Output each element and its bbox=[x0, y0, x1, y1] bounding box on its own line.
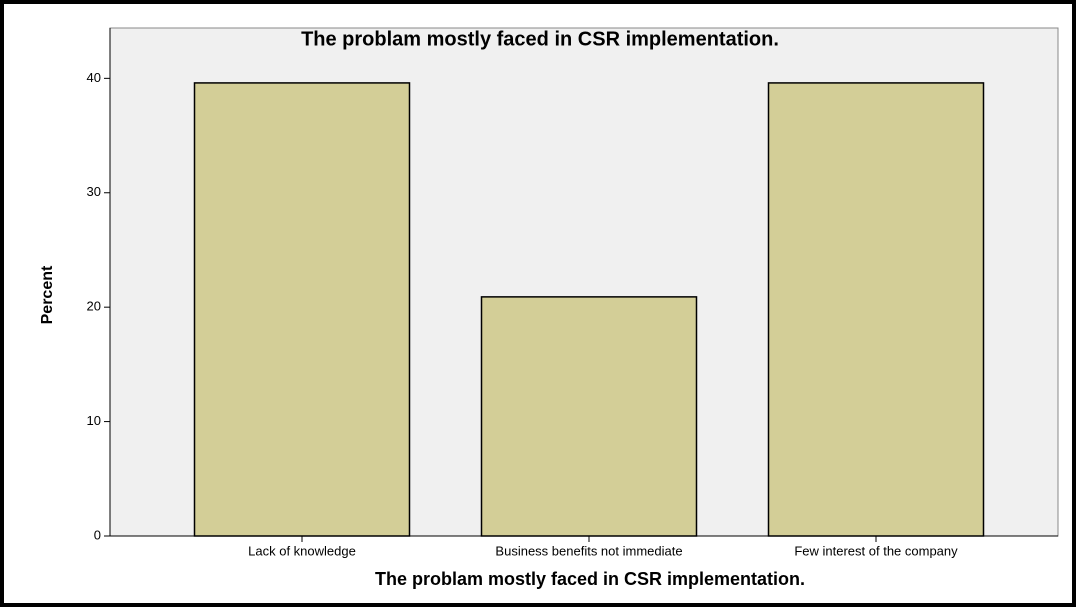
chart-title: The problam mostly faced in CSR implemen… bbox=[301, 28, 779, 50]
y-tick-label: 30 bbox=[87, 184, 101, 199]
x-tick-label: Few interest of the company bbox=[794, 543, 958, 558]
bar bbox=[480, 296, 698, 537]
y-axis-label: Percent bbox=[39, 265, 56, 324]
bar bbox=[767, 82, 985, 537]
y-tick-label: 10 bbox=[87, 413, 101, 428]
x-tick-label: Business benefits not immediate bbox=[495, 543, 682, 558]
y-tick-label: 20 bbox=[87, 299, 101, 314]
bar bbox=[193, 82, 411, 537]
y-tick-label: 0 bbox=[94, 527, 101, 542]
x-axis-label: The problam mostly faced in CSR implemen… bbox=[375, 569, 805, 589]
x-tick-label: Lack of knowledge bbox=[248, 543, 356, 558]
y-tick-label: 40 bbox=[87, 70, 101, 85]
